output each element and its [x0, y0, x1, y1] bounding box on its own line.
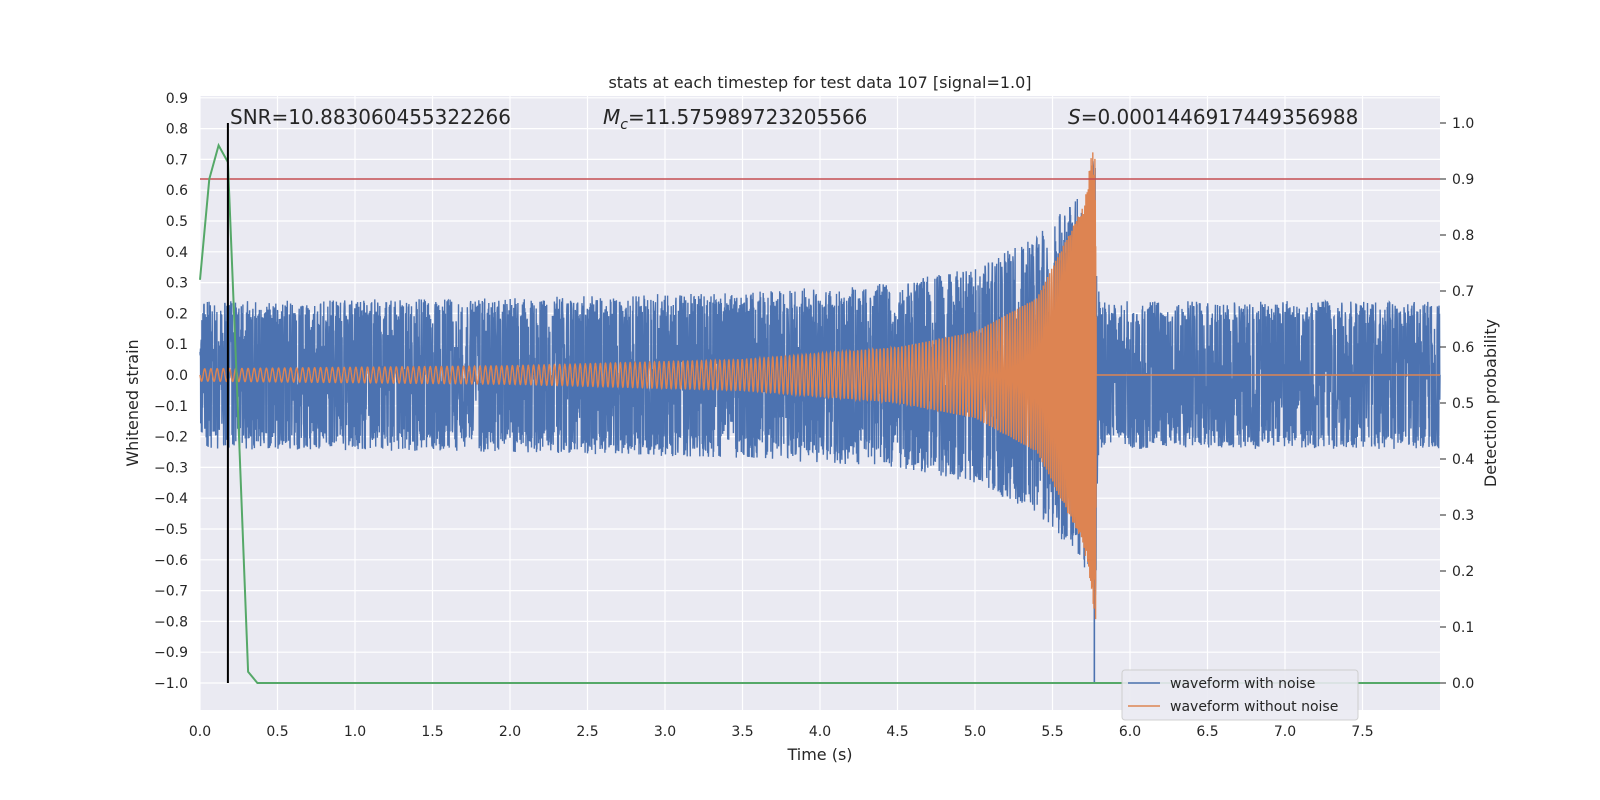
- legend-label-noise: waveform with noise: [1170, 676, 1315, 692]
- x-tick-label: 4.0: [809, 724, 831, 740]
- y-tick-label: 0.5: [166, 214, 188, 230]
- y2-tick-label: 0.6: [1452, 340, 1474, 356]
- x-axis-title: Time (s): [786, 745, 852, 764]
- y-tick-label: −0.5: [154, 522, 188, 538]
- legend-box: [1121, 669, 1359, 721]
- legend: waveform with noise waveform without noi…: [1121, 669, 1359, 721]
- x-tick-label: 2.0: [499, 724, 521, 740]
- y2-tick-label: 0.1: [1452, 620, 1474, 636]
- y-tick-label: −0.1: [154, 399, 188, 415]
- y-tick-label: 0.8: [166, 122, 188, 138]
- x-tick-label: 3.5: [731, 724, 753, 740]
- waveform-with-noise-line: [199, 161, 1441, 595]
- chirp-mass-annotation: Mc=11.575989723205566: [603, 105, 867, 133]
- x-tick-label: 5.0: [964, 724, 986, 740]
- s-value: =0.0001446917449356988: [1081, 105, 1359, 129]
- x-tick-label: 5.5: [1041, 724, 1063, 740]
- y2-tick-label: 1.0: [1452, 116, 1474, 132]
- y2-tick-label: 0.3: [1452, 508, 1474, 524]
- legend-label-clean: waveform without noise: [1170, 699, 1338, 715]
- series-layer: [199, 123, 1441, 684]
- x-tick-label: 1.0: [344, 724, 366, 740]
- y-tick-label: 0.6: [166, 183, 188, 199]
- x-tick-label: 0.5: [266, 724, 288, 740]
- y-tick-label: −0.2: [154, 430, 188, 446]
- y-tick-label: 0.9: [166, 91, 188, 107]
- y2-tick-label: 0.9: [1452, 172, 1474, 188]
- y-axis-right: 1.0 0.9 0.8 0.7 0.6 0.5 0.4 0.3 0.2 0.1 0.0: [1440, 116, 1474, 692]
- y-tick-label: 0.3: [166, 276, 188, 292]
- x-axis: 0.0 0.5 1.0 1.5 2.0 2.5 3.0 3.5 4.0 4.5 5.0 5.5 6.0 6…: [189, 724, 1374, 740]
- x-tick-label: 0.0: [189, 724, 211, 740]
- x-tick-label: 7.5: [1351, 724, 1373, 740]
- y-tick-label: 0.0: [166, 368, 188, 384]
- y-tick-label: −0.6: [154, 553, 188, 569]
- y-axis-left: 0.9 0.8 0.7 0.6 0.5 0.4 0.3 0.2 0.1 0.0 −0.1 −0.2 −0…: [154, 91, 188, 692]
- y-tick-label: 0.2: [166, 306, 188, 322]
- chirp-mass-symbol: M: [603, 105, 620, 129]
- y-tick-label: −0.4: [154, 491, 188, 507]
- s-symbol: S: [1068, 105, 1081, 129]
- y-tick-label: 0.4: [166, 245, 188, 261]
- y-tick-label: −0.3: [154, 460, 188, 476]
- y-tick-label: −0.8: [154, 614, 188, 630]
- y2-tick-label: 0.4: [1452, 452, 1474, 468]
- chirp-mass-subscript: c: [620, 117, 628, 133]
- y2-tick-label: 0.8: [1452, 228, 1474, 244]
- y-tick-label: 0.7: [166, 152, 188, 168]
- detection-probability-line: [199, 142, 1440, 684]
- x-tick-label: 4.5: [886, 724, 908, 740]
- x-tick-label: 1.5: [421, 724, 443, 740]
- x-tick-label: 2.5: [576, 724, 598, 740]
- y2-tick-label: 0.5: [1452, 396, 1474, 412]
- y-tick-label: −0.9: [154, 645, 188, 661]
- y2-tick-label: 0.7: [1452, 284, 1474, 300]
- y2-tick-label: 0.2: [1452, 564, 1474, 580]
- chirp-mass-value: =11.575989723205566: [628, 105, 867, 129]
- snr-annotation: SNR=10.883060455322266: [230, 105, 511, 129]
- x-tick-label: 7.0: [1274, 724, 1296, 740]
- y-tick-label: −1.0: [154, 676, 188, 692]
- x-tick-label: 6.5: [1196, 724, 1218, 740]
- waveform-without-noise-line: [199, 152, 1440, 620]
- y-tick-label: −0.7: [154, 584, 188, 600]
- x-tick-label: 6.0: [1119, 724, 1141, 740]
- y-tick-label: 0.1: [166, 337, 188, 353]
- y2-tick-label: 0.0: [1452, 676, 1474, 692]
- y2-axis-title: Detection probability: [1481, 319, 1500, 487]
- x-tick-label: 3.0: [654, 724, 676, 740]
- s-annotation: S=0.0001446917449356988: [1068, 105, 1358, 129]
- chart-title: stats at each timestep for test data 107…: [608, 73, 1031, 92]
- y-axis-title: Whitened strain: [123, 339, 142, 466]
